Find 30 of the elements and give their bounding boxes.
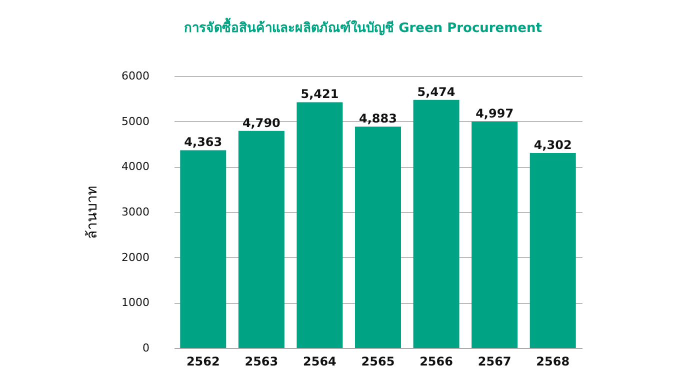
chart-title: การจัดซื้อสินค้าและผลิตภัณฑ์ในบัญชี Green Procurement — [184, 17, 542, 36]
x-tick-label: 2563 — [244, 354, 278, 368]
y-tick-label: 0 — [142, 342, 150, 354]
data-label: 4,302 — [534, 138, 572, 152]
data-label: 4,363 — [184, 135, 222, 150]
bar — [530, 152, 576, 348]
y-axis-title: ล้านบาท — [84, 186, 101, 239]
data-label: 4,997 — [476, 106, 514, 120]
data-label: 4,790 — [242, 116, 280, 130]
y-tick-label: 1000 — [122, 296, 150, 310]
y-tick-label: 5000 — [122, 114, 150, 128]
bar — [180, 150, 226, 348]
x-tick-label: 2568 — [536, 354, 570, 368]
x-tick-label: 2565 — [361, 354, 395, 368]
data-label: 5,474 — [417, 84, 456, 99]
x-tick-label: 2564 — [303, 354, 336, 368]
x-tick-label: 2567 — [478, 354, 512, 368]
bar — [355, 126, 401, 348]
bar — [296, 102, 343, 348]
data-label: 5,421 — [300, 87, 339, 102]
y-tick-label: 4000 — [122, 160, 150, 174]
x-tick-label: 2566 — [420, 354, 453, 368]
x-tick-label: 2562 — [186, 354, 220, 368]
y-tick-label: 3000 — [122, 206, 150, 218]
data-label: 4,883 — [359, 112, 397, 126]
bar — [472, 121, 518, 348]
bar — [413, 100, 460, 348]
y-tick-label: 6000 — [122, 70, 150, 82]
y-tick-label: 2000 — [122, 250, 150, 264]
bar — [238, 130, 284, 348]
